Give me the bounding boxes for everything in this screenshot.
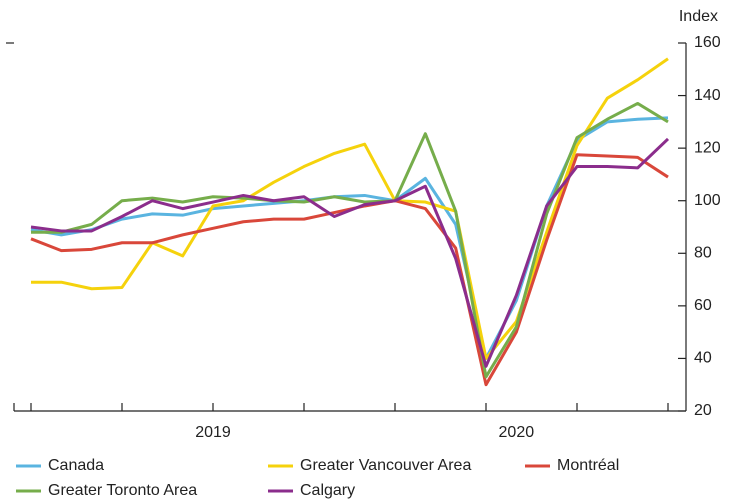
y-tick-label: 40 — [694, 350, 712, 367]
series-line — [31, 57, 669, 360]
series-line — [30, 137, 670, 368]
y-tick-label: 120 — [694, 139, 721, 156]
y-tick-label: 100 — [694, 192, 721, 209]
legend-label: Greater Vancouver Area — [300, 457, 471, 474]
y-tick-label: 140 — [694, 87, 721, 104]
y-tick-label: 20 — [694, 402, 712, 419]
x-tick-label: 2019 — [195, 424, 231, 441]
legend-label: Montréal — [557, 457, 619, 474]
y-tick-label: 80 — [694, 245, 712, 262]
series-line — [30, 153, 669, 387]
y-tick-label: 160 — [694, 34, 721, 51]
x-tick-label: 2020 — [499, 424, 535, 441]
y-tick-label: 60 — [694, 297, 712, 314]
legend-label: Greater Toronto Area — [48, 482, 197, 499]
series-line — [31, 101, 669, 379]
legend-label: Canada — [48, 457, 104, 474]
legend-label: Calgary — [300, 482, 355, 499]
y-axis-label: Index — [679, 8, 718, 25]
